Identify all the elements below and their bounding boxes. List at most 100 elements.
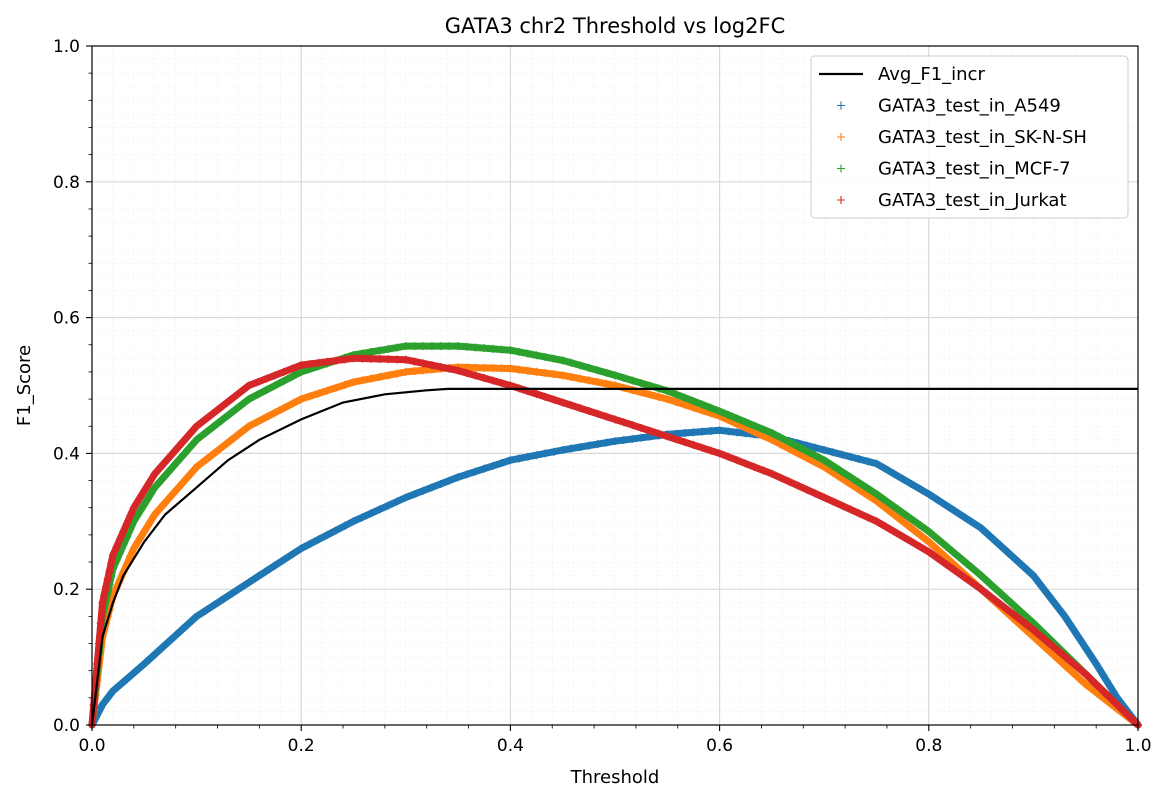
data-point-marker (811, 489, 820, 498)
data-point-marker (171, 486, 180, 495)
data-point-marker (115, 535, 124, 544)
data-point-marker (611, 415, 619, 424)
data-point-marker (593, 409, 602, 418)
data-point-marker (384, 355, 393, 364)
data-point-marker (218, 415, 227, 424)
data-point-marker (924, 537, 933, 546)
data-point-marker (462, 342, 471, 351)
data-point-marker (567, 358, 576, 367)
data-point-marker (314, 535, 323, 544)
data-point-marker (1092, 659, 1101, 668)
data-point-marker (776, 433, 785, 442)
data-point-marker (157, 475, 166, 484)
data-point-marker (584, 376, 593, 385)
y-tick-label: 0.2 (53, 580, 80, 600)
data-point-marker (136, 533, 145, 542)
data-point-marker (401, 355, 410, 364)
data-point-marker (1081, 670, 1090, 679)
data-point-marker (488, 461, 497, 470)
data-point-marker (968, 518, 977, 527)
data-point-marker (907, 479, 916, 488)
data-point-marker (663, 432, 672, 441)
data-point-marker (715, 426, 724, 435)
data-point-marker (828, 448, 837, 457)
data-point-marker (715, 407, 724, 416)
data-point-marker (140, 659, 149, 668)
data-point-marker (166, 636, 175, 645)
data-point-marker (1060, 612, 1069, 621)
data-point-marker (916, 521, 925, 530)
data-point-marker (706, 426, 715, 435)
data-point-marker (689, 397, 698, 406)
data-point-marker (985, 532, 994, 541)
data-point-marker (393, 369, 402, 378)
data-point-marker (147, 516, 156, 525)
data-point-marker (872, 490, 881, 499)
data-point-marker (637, 379, 646, 388)
data-point-marker (122, 519, 131, 528)
data-point-marker (119, 527, 128, 536)
data-point-marker (1125, 712, 1134, 721)
data-point-marker (253, 572, 262, 581)
legend-marker-swatch (837, 164, 845, 173)
data-point-marker (497, 459, 506, 468)
data-point-marker (1011, 603, 1020, 612)
chart-title: GATA3 chr2 Threshold vs log2FC (445, 14, 785, 38)
data-point-marker (698, 427, 707, 436)
data-point-marker (124, 673, 133, 682)
data-point-marker (811, 451, 820, 460)
data-point-marker (576, 404, 585, 413)
series-GATA3_test_in_A549 (88, 426, 1142, 729)
data-point-marker (114, 682, 123, 691)
data-point-marker (323, 386, 332, 395)
data-point-marker (1102, 676, 1111, 685)
data-point-marker (340, 521, 349, 530)
data-point-marker (1011, 555, 1020, 564)
data-point-marker (157, 644, 166, 653)
data-point-marker (126, 511, 135, 520)
data-point-marker (227, 395, 236, 404)
data-point-marker (933, 534, 942, 543)
data-point-marker (672, 390, 681, 399)
data-point-marker (375, 346, 384, 355)
data-point-marker (332, 356, 341, 365)
data-point-marker (445, 342, 454, 351)
data-point-marker (480, 464, 489, 473)
data-point-marker (297, 361, 306, 370)
series-Avg_F1_incr (90, 387, 1138, 726)
data-point-marker (1055, 605, 1064, 614)
data-point-marker (959, 572, 968, 581)
data-point-marker (183, 620, 192, 629)
axis-ticks: 0.0 0.2 0.4 0.6 0.8 1.0 0.0 0.2 0.4 0.6 0.8 1.0 (53, 37, 1152, 756)
data-point-marker (1020, 611, 1029, 620)
data-point-marker (820, 456, 829, 465)
data-point-marker (1072, 662, 1081, 671)
data-point-marker (419, 359, 428, 368)
data-point-marker (924, 527, 933, 536)
data-point-marker (192, 612, 201, 621)
data-point-marker (855, 455, 864, 464)
data-point-marker (1071, 628, 1080, 637)
data-point-marker (663, 395, 672, 404)
data-point-marker (889, 502, 898, 511)
data-point-marker (541, 369, 550, 378)
data-point-marker (314, 358, 323, 367)
data-point-marker (1081, 680, 1090, 689)
data-point-marker (171, 459, 180, 468)
data-point-marker (340, 355, 349, 364)
data-point-marker (628, 434, 637, 443)
data-point-marker (785, 477, 794, 486)
data-point-marker (129, 503, 138, 512)
data-point-marker (1106, 682, 1115, 691)
data-point-marker (715, 449, 724, 458)
data-point-marker (724, 452, 733, 461)
data-point-marker (462, 470, 471, 479)
data-point-marker (698, 443, 707, 452)
data-point-marker (140, 527, 149, 536)
data-point-marker (532, 451, 541, 460)
data-point-marker (366, 374, 375, 383)
data-point-marker (881, 522, 890, 531)
data-point-marker (1055, 656, 1064, 665)
data-point-marker (305, 392, 314, 401)
data-point-marker (863, 513, 872, 522)
